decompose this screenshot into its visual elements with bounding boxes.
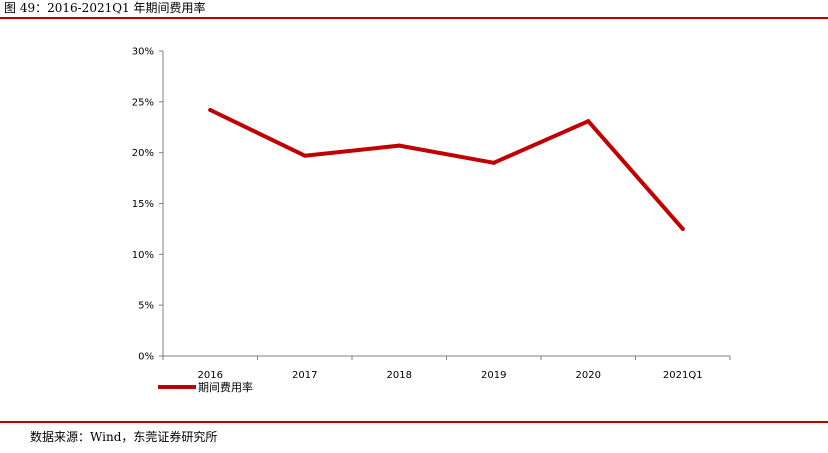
figure-title: 图 49：2016-2021Q1 年期间费用率 bbox=[4, 1, 206, 15]
legend-label: 期间费用率 bbox=[198, 380, 253, 394]
y-tick-label: 20% bbox=[132, 148, 154, 159]
bottom-rule bbox=[0, 421, 828, 423]
source-note: 数据来源：Wind，东莞证券研究所 bbox=[30, 430, 218, 444]
x-tick-label: 2017 bbox=[292, 370, 317, 381]
x-tick-label: 2019 bbox=[481, 370, 506, 381]
y-tick-label: 30% bbox=[132, 47, 154, 58]
series-line bbox=[208, 108, 685, 231]
top-rule bbox=[0, 17, 828, 19]
chart-legend: 期间费用率 bbox=[158, 380, 253, 394]
data-point bbox=[208, 107, 213, 112]
y-tick-label: 5% bbox=[138, 301, 154, 312]
data-point bbox=[397, 143, 402, 148]
y-tick-label: 0% bbox=[138, 352, 154, 363]
chart-series bbox=[208, 107, 685, 231]
data-point bbox=[302, 153, 307, 158]
data-point bbox=[491, 160, 496, 165]
x-tick-label: 2018 bbox=[387, 370, 412, 381]
data-point bbox=[680, 226, 685, 231]
y-tick-label: 25% bbox=[132, 97, 154, 108]
x-tick-label: 2016 bbox=[198, 370, 223, 381]
data-point bbox=[586, 119, 591, 124]
chart-axes bbox=[162, 51, 730, 357]
chart-ticks: 0% 5% 10% 15% 20% 25% 30% 2016 2017 2018 2019 2020 2… bbox=[132, 47, 731, 381]
y-tick-label: 10% bbox=[132, 250, 154, 261]
line-chart: 0% 5% 10% 15% 20% 25% 30% 2016 2017 2018 2019 2020 2… bbox=[132, 47, 731, 394]
x-tick-label: 2021Q1 bbox=[663, 370, 703, 381]
x-tick-label: 2020 bbox=[576, 370, 601, 381]
y-tick-label: 15% bbox=[132, 199, 154, 210]
